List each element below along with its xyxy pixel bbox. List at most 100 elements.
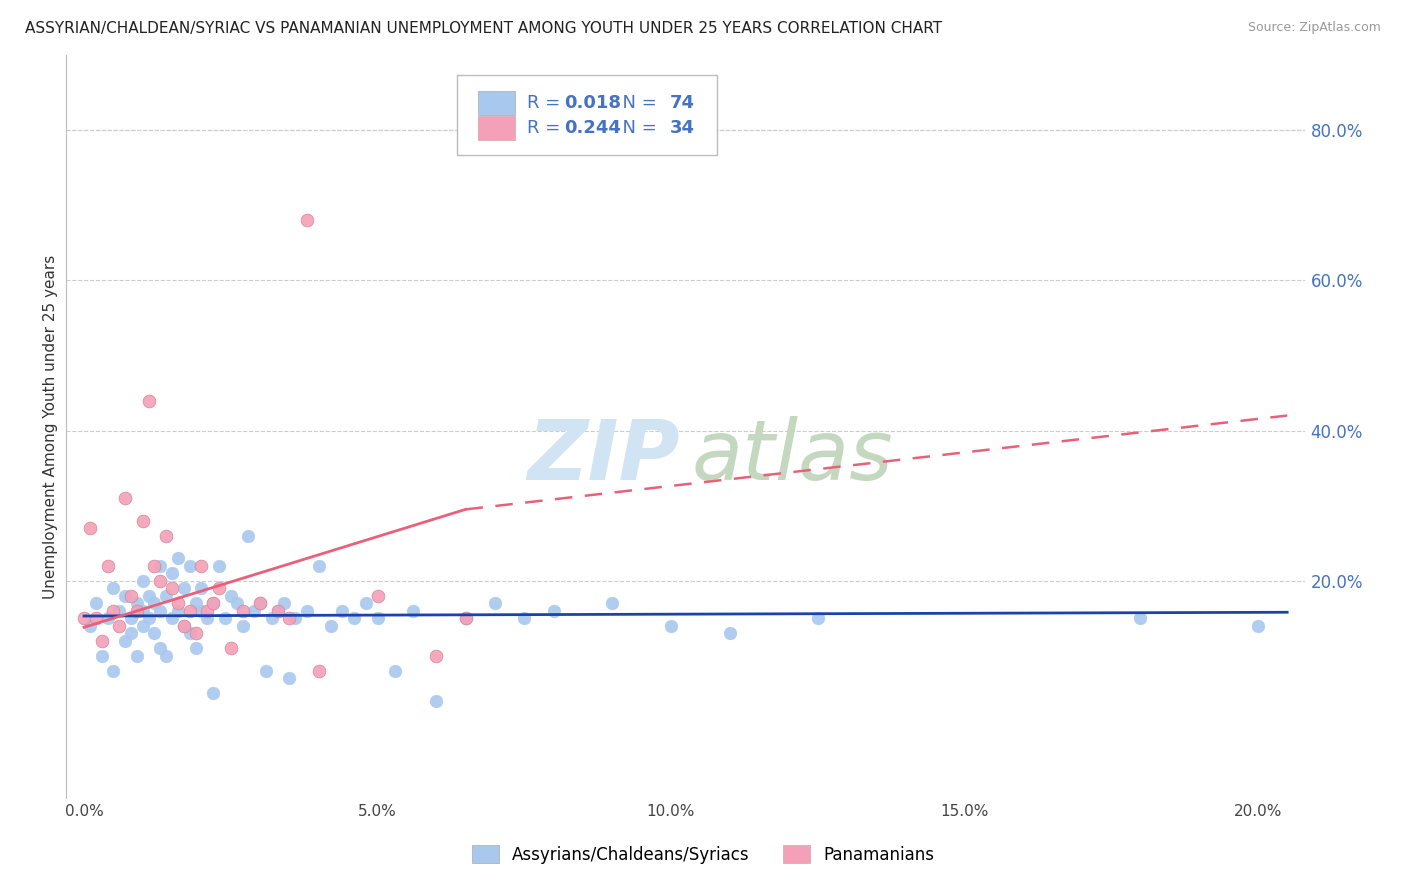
Text: 0.244: 0.244 (564, 119, 621, 137)
Point (214, 611, 236, 625)
Point (149, 641, 172, 656)
Point (96, 611, 118, 625)
Point (184, 641, 207, 656)
Point (354, 596, 377, 610)
Point (195, 611, 218, 625)
Point (132, 604, 155, 618)
Text: R =: R = (527, 94, 567, 112)
Point (143, 626, 166, 640)
Point (114, 633, 136, 648)
Point (208, 581, 231, 595)
Point (249, 596, 271, 610)
Point (384, 664, 406, 678)
Point (149, 558, 172, 573)
Point (160, 566, 183, 581)
Point (295, 213, 318, 227)
Point (278, 671, 301, 685)
Point (243, 604, 266, 618)
Text: atlas: atlas (692, 416, 893, 497)
Point (108, 604, 131, 618)
Point (149, 604, 172, 618)
Point (132, 574, 155, 588)
Point (295, 604, 318, 618)
Point (543, 604, 565, 618)
Point (195, 604, 218, 618)
Point (84, 611, 107, 625)
Point (103, 664, 125, 678)
Text: 74: 74 (669, 94, 695, 112)
Point (202, 596, 225, 610)
Point (149, 574, 172, 588)
Point (367, 611, 389, 625)
Point (208, 558, 231, 573)
Point (190, 581, 212, 595)
Point (319, 619, 342, 633)
Point (284, 611, 307, 625)
Point (138, 589, 160, 603)
Point (103, 581, 125, 595)
Point (202, 686, 225, 700)
Point (600, 596, 623, 610)
Point (219, 589, 242, 603)
Point (425, 694, 447, 708)
Point (513, 611, 536, 625)
Point (96, 558, 118, 573)
Point (79, 521, 101, 535)
Point (184, 626, 207, 640)
Point (79, 619, 101, 633)
Point (125, 604, 148, 618)
Point (120, 611, 142, 625)
Point (484, 596, 506, 610)
Point (278, 611, 301, 625)
Point (138, 393, 160, 408)
Text: Source: ZipAtlas.com: Source: ZipAtlas.com (1247, 21, 1381, 34)
Point (125, 648, 148, 663)
Point (190, 558, 212, 573)
Point (219, 641, 242, 656)
Point (120, 589, 142, 603)
Text: ZIP: ZIP (527, 416, 679, 497)
Point (114, 491, 136, 505)
Point (125, 596, 148, 610)
Point (267, 604, 290, 618)
FancyBboxPatch shape (478, 91, 515, 114)
Point (179, 604, 201, 618)
Point (179, 558, 201, 573)
Point (90, 648, 112, 663)
Point (73, 611, 96, 625)
Legend: Assyrians/Chaldeans/Syriacs, Panamanians: Assyrians/Chaldeans/Syriacs, Panamanians (465, 838, 941, 871)
Point (114, 589, 136, 603)
Point (238, 529, 260, 543)
Point (231, 619, 253, 633)
Point (807, 611, 830, 625)
Point (90, 633, 112, 648)
Point (454, 611, 477, 625)
Point (167, 604, 190, 618)
Point (155, 589, 177, 603)
Point (173, 619, 195, 633)
Point (1247, 619, 1270, 633)
Point (190, 604, 212, 618)
Point (184, 596, 207, 610)
Point (179, 626, 201, 640)
Point (454, 611, 477, 625)
Text: 0.018: 0.018 (564, 94, 621, 112)
Point (103, 604, 125, 618)
Text: 34: 34 (669, 119, 695, 137)
Point (718, 626, 741, 640)
FancyBboxPatch shape (457, 75, 717, 155)
Point (330, 604, 353, 618)
Point (225, 596, 247, 610)
Text: N =: N = (612, 94, 662, 112)
Point (260, 611, 283, 625)
Point (120, 626, 142, 640)
Point (155, 529, 177, 543)
Point (659, 619, 682, 633)
Point (1129, 611, 1152, 625)
Point (167, 596, 190, 610)
Point (254, 664, 277, 678)
Point (202, 596, 225, 610)
Point (249, 596, 271, 610)
Text: ASSYRIAN/CHALDEAN/SYRIAC VS PANAMANIAN UNEMPLOYMENT AMONG YOUTH UNDER 25 YEARS C: ASSYRIAN/CHALDEAN/SYRIAC VS PANAMANIAN U… (25, 21, 942, 36)
Point (231, 604, 253, 618)
